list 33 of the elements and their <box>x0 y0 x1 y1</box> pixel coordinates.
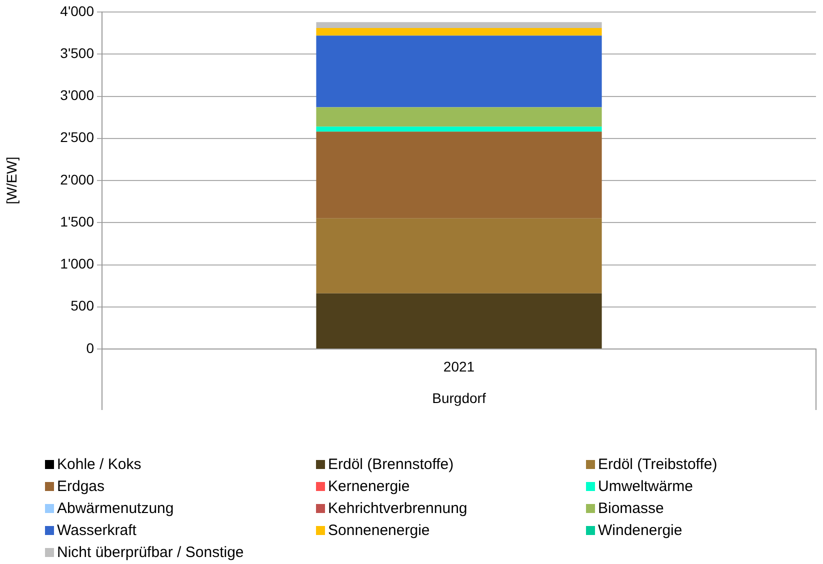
bar <box>316 126 602 132</box>
legend-label: Erdöl (Brennstoffe) <box>328 455 454 474</box>
legend-label: Biomasse <box>598 499 664 518</box>
bar <box>316 36 602 108</box>
legend-label: Erdöl (Treibstoffe) <box>598 455 718 474</box>
legend-label: Kehrichtverbrennung <box>328 499 468 518</box>
legend-label: Nicht überprüfbar / Sonstige <box>57 543 244 562</box>
legend-label: Kohle / Koks <box>57 455 142 474</box>
legend-label: Wasserkraft <box>57 521 136 540</box>
y-tick-label: 0 <box>86 340 94 356</box>
bar <box>316 218 602 294</box>
x-axis-title: Burgdorf <box>431 390 487 406</box>
y-tick-label: 2'000 <box>60 171 94 188</box>
y-tick-label: 3'500 <box>60 44 94 61</box>
y-tick-label: 1'500 <box>60 213 94 230</box>
y-axis-title: [W/EW] <box>3 156 20 204</box>
y-tick-label: 4'000 <box>60 2 94 19</box>
y-tick-label: 2'500 <box>60 129 94 146</box>
y-tick-label: 3'000 <box>60 87 94 104</box>
bar <box>316 107 602 127</box>
legend-label: Erdgas <box>57 477 105 496</box>
y-tick-label: 500 <box>70 298 94 314</box>
legend-label: Windenergie <box>598 521 682 540</box>
legend-label: Kernenergie <box>328 477 410 496</box>
bar <box>316 28 602 36</box>
bar <box>316 132 602 218</box>
legend-label: Umweltwärme <box>598 477 694 496</box>
bar <box>316 293 602 348</box>
legend-label: Abwärmenutzung <box>57 499 174 518</box>
y-tick-label: 1'000 <box>60 256 94 272</box>
bar <box>316 22 602 28</box>
x-tick-label: 2021 <box>443 358 475 374</box>
legend-label: Sonnenenergie <box>328 521 430 540</box>
